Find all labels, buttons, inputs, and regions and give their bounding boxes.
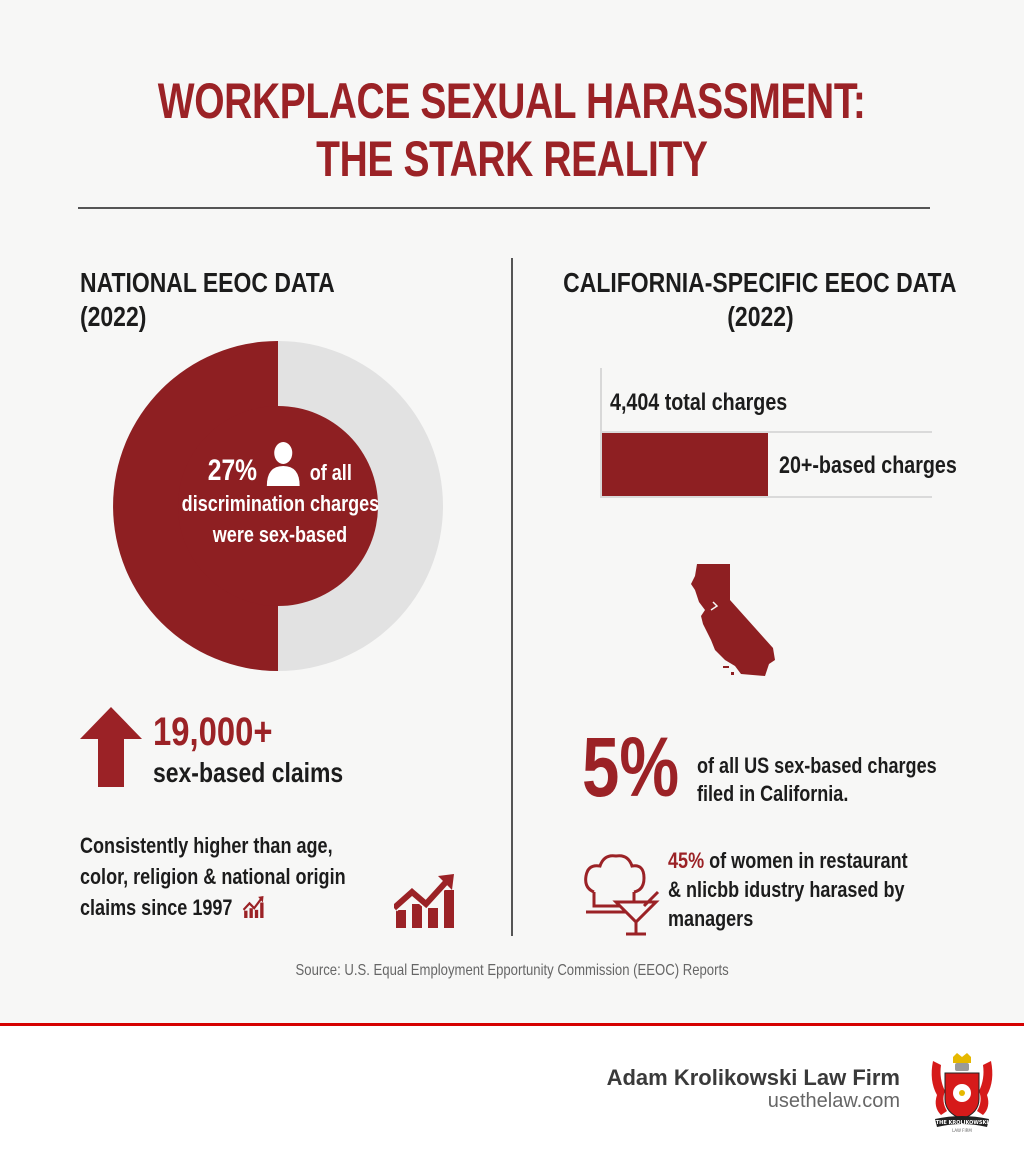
claims-label-text: sex-based claims bbox=[153, 757, 344, 788]
california-bar-chart bbox=[600, 368, 932, 498]
comparison-line-1: Consistently higher than age, bbox=[80, 833, 333, 858]
national-heading: NATIONAL EEOC DATA (2022) bbox=[80, 266, 391, 334]
national-heading-line-2: (2022) bbox=[80, 301, 147, 332]
title-line-1: WORKPLACE SEXUAL HARASSMENT: bbox=[158, 73, 866, 129]
footer-divider bbox=[0, 1023, 1024, 1026]
source-citation: Source: U.S. Equal Employment Epportunit… bbox=[0, 960, 1024, 982]
page-title: WORKPLACE SEXUAL HARASSMENT: THE STARK R… bbox=[0, 72, 1024, 188]
donut-percent: 27% bbox=[207, 454, 258, 487]
california-heading: CALIFORNIA-SPECIFIC EEOC DATA (2022) bbox=[515, 266, 1005, 334]
california-share-percent-text: 5% bbox=[582, 720, 680, 814]
column-divider bbox=[511, 258, 513, 936]
restaurant-stat-text: 45% of women in restaurant & nlicbb idus… bbox=[668, 846, 960, 933]
trending-chart-icon-large bbox=[394, 874, 454, 928]
california-share-line-2: filed in California. bbox=[697, 781, 849, 806]
california-share-line-1: of all US sex-based charges bbox=[697, 753, 937, 778]
claims-number-text: 19,000+ bbox=[153, 710, 273, 754]
comparison-line-3: claims since 1997 bbox=[80, 895, 233, 920]
comparison-line-2: color, religion & national origin bbox=[80, 864, 346, 889]
trending-chart-icon bbox=[242, 896, 264, 918]
arrow-up-icon bbox=[80, 707, 142, 787]
title-line-2: THE STARK REALITY bbox=[316, 131, 708, 187]
donut-center-text: 27% of all discrimination charges were s… bbox=[140, 440, 420, 550]
bar-axis bbox=[600, 368, 602, 498]
restaurant-line-1: of women in restaurant bbox=[704, 848, 908, 873]
restaurant-percent: 45% bbox=[668, 848, 705, 873]
claims-number: 19,000+ bbox=[153, 710, 299, 754]
donut-text-inline: of all bbox=[309, 460, 353, 485]
firm-name: Adam Krolikowski Law Firm bbox=[606, 1065, 900, 1090]
law-firm-crest-logo: THE KROLIKOWSKI LAW FIRM bbox=[931, 1053, 993, 1133]
title-divider bbox=[78, 207, 930, 209]
national-heading-line-1: NATIONAL EEOC DATA bbox=[80, 267, 335, 298]
bar-gridline bbox=[600, 496, 932, 498]
total-charges-text: 4,404 total charges bbox=[610, 389, 788, 416]
total-charges-label: 4,404 total charges bbox=[610, 388, 826, 418]
svg-text:LAW FIRM: LAW FIRM bbox=[952, 1128, 972, 1133]
sex-based-charges-label: 20+-based charges bbox=[779, 451, 996, 481]
firm-url-link[interactable]: usethelaw.com bbox=[767, 1090, 900, 1112]
claims-label: sex-based claims bbox=[153, 756, 385, 790]
person-icon bbox=[267, 442, 300, 486]
california-heading-line-2: (2022) bbox=[726, 301, 794, 332]
source-text: Source: U.S. Equal Employment Epportunit… bbox=[295, 962, 729, 979]
california-share-text: of all US sex-based charges filed in Cal… bbox=[697, 752, 989, 808]
sex-based-donut-chart bbox=[113, 341, 443, 671]
chef-hat-cocktail-icon bbox=[584, 854, 660, 936]
bar-gridline bbox=[600, 431, 932, 433]
california-share-percent: 5% bbox=[582, 722, 703, 812]
comparison-text: Consistently higher than age, color, rel… bbox=[80, 830, 404, 923]
california-map-icon bbox=[691, 564, 775, 676]
svg-text:THE KROLIKOWSKI: THE KROLIKOWSKI bbox=[936, 1120, 989, 1126]
restaurant-line-2: & nlicbb idustry harased by bbox=[668, 877, 905, 902]
donut-text-line-3: were sex-based bbox=[212, 522, 348, 547]
california-heading-line-1: CALIFORNIA-SPECIFIC EEOC DATA bbox=[563, 267, 957, 298]
restaurant-line-3: managers bbox=[668, 906, 754, 931]
donut-text-line-2: discrimination charges bbox=[181, 491, 379, 516]
sex-based-charges-bar bbox=[602, 433, 768, 496]
sex-based-charges-text: 20+-based charges bbox=[779, 452, 957, 479]
